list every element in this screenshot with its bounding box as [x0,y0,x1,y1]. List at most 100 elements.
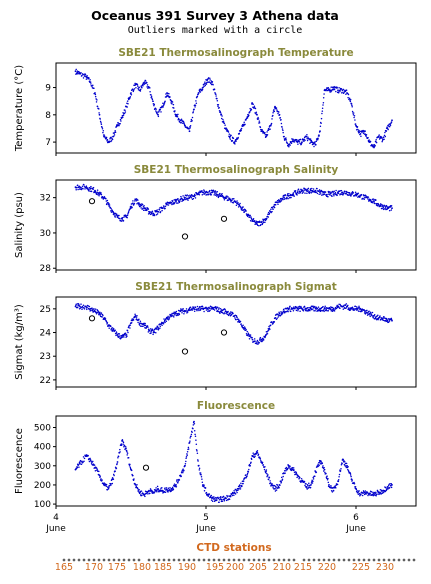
data-point [250,108,253,111]
data-point [192,427,194,430]
plot-frame [55,62,417,154]
data-point [129,466,132,468]
data-point [355,309,358,311]
data-point [111,482,114,485]
data-point [204,191,207,194]
data-point [175,200,177,203]
data-point [80,71,82,74]
data-point [385,130,388,132]
data-point [340,189,343,192]
data-point [272,322,274,325]
data-point [83,306,85,309]
data-point [319,191,321,194]
data-point [238,487,240,490]
data-point [245,474,247,476]
data-point [191,307,193,310]
data-point [149,90,151,93]
ctd-station-mark [72,558,76,562]
data-point [168,316,171,318]
data-point [123,112,126,114]
data-point [255,222,258,224]
data-point [361,310,363,312]
data-point [186,454,188,457]
data-point [110,210,112,212]
data-point [164,491,167,494]
data-point [226,496,229,498]
ctd-station-mark [212,558,216,562]
data-point [273,206,276,209]
data-point [349,193,351,195]
data-point [283,312,286,314]
data-point [180,471,183,474]
data-point [389,124,392,127]
data-point [321,194,323,196]
data-point [225,127,227,129]
data-point [176,115,179,118]
data-point [306,139,309,142]
data-point [246,474,249,476]
data-point [203,189,205,191]
data-point [340,87,343,90]
data-point [186,198,189,200]
data-point [264,466,266,468]
data-point [198,469,201,471]
data-point [321,107,324,110]
data-point [144,495,146,498]
data-point [275,486,277,488]
data-point [322,305,324,308]
data-point [256,452,259,454]
data-point [108,202,110,205]
data-point [219,496,222,498]
data-point [146,325,149,327]
data-point [107,487,110,490]
data-point [335,90,337,93]
data-point [327,86,330,89]
data-point [144,322,146,325]
data-point [89,187,92,190]
data-point [169,96,171,98]
data-point [101,196,104,198]
data-point [203,490,206,492]
ctd-station-mark [352,558,356,562]
data-point [74,70,77,73]
data-point [215,193,218,196]
data-point [153,104,155,107]
data-point [124,109,126,112]
data-point [160,111,162,113]
ctd-station-mark [287,558,291,562]
data-point [190,195,192,197]
data-point [116,213,118,215]
data-point [90,190,93,193]
data-point [204,81,206,83]
data-point [314,189,317,192]
data-point [350,475,352,478]
data-point [225,499,228,502]
data-point [161,487,163,489]
ctd-station-mark [137,558,141,562]
data-point [201,481,204,483]
data-point [139,90,142,92]
data-point [300,478,303,480]
data-point [122,443,124,445]
data-point [206,191,209,194]
data-point [371,315,373,317]
data-point [135,200,138,202]
data-point [308,486,310,488]
data-point [270,124,272,127]
ctd-station-mark [282,558,286,562]
data-point [308,482,310,485]
data-point [105,203,108,206]
data-point [256,223,258,226]
data-point [280,481,283,483]
data-point [269,128,271,130]
data-point [342,458,345,461]
data-point [319,193,322,195]
data-point [155,327,158,329]
data-point [224,124,226,126]
data-point [237,206,240,208]
y-tick-label: 25 [40,305,51,315]
data-point [198,92,200,94]
data-point [123,216,125,218]
data-point [210,193,213,196]
data-point [95,101,98,103]
